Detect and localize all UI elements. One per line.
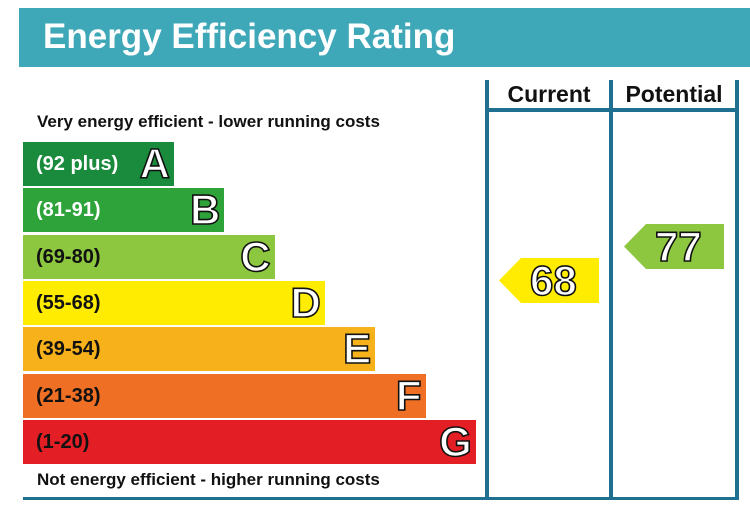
band-c-range: (69-80) bbox=[36, 245, 101, 268]
band-a-letter: A bbox=[139, 140, 171, 187]
band-d-letter: D bbox=[290, 278, 322, 326]
band-f-range: (21-38) bbox=[36, 384, 101, 407]
band-g-letter: G bbox=[438, 417, 472, 465]
header-row-divider bbox=[485, 108, 739, 112]
current-column-header: Current bbox=[507, 81, 591, 107]
band-c-letter: C bbox=[239, 232, 271, 280]
header-banner: Energy Efficiency Rating bbox=[19, 8, 750, 67]
band-b-range: (81-91) bbox=[36, 199, 101, 222]
band-d: (55-68) D bbox=[23, 278, 325, 326]
band-c: (69-80) C bbox=[23, 232, 275, 280]
potential-column-right-border bbox=[735, 80, 739, 500]
band-f-letter: F bbox=[395, 371, 422, 419]
band-b-letter: B bbox=[189, 186, 221, 234]
band-g: (1-20) G bbox=[23, 417, 476, 465]
potential-rating-arrow: 77 bbox=[624, 223, 724, 270]
top-caption: Very energy efficient - lower running co… bbox=[37, 112, 380, 131]
band-d-range: (55-68) bbox=[36, 291, 101, 314]
bottom-caption: Not energy efficient - higher running co… bbox=[37, 470, 380, 489]
current-rating-arrow: 68 bbox=[499, 257, 599, 304]
band-g-range: (1-20) bbox=[36, 430, 90, 453]
current-column-left-border bbox=[485, 80, 489, 500]
potential-rating-value: 77 bbox=[654, 223, 702, 270]
band-f: (21-38) F bbox=[23, 371, 426, 419]
band-b: (81-91) B bbox=[23, 186, 225, 234]
bottom-border bbox=[23, 497, 739, 500]
potential-column-header: Potential bbox=[625, 81, 723, 107]
current-rating-value: 68 bbox=[529, 257, 577, 304]
potential-arrow-shape bbox=[624, 224, 724, 269]
band-a: (92 plus) A bbox=[23, 140, 174, 187]
band-a-range: (92 plus) bbox=[36, 153, 119, 175]
page-title: Energy Efficiency Rating bbox=[43, 17, 456, 56]
band-e-range: (39-54) bbox=[36, 338, 101, 361]
current-arrow-shape bbox=[499, 258, 599, 303]
band-e-letter: E bbox=[342, 325, 372, 373]
column-divider bbox=[609, 80, 613, 500]
band-e: (39-54) E bbox=[23, 325, 376, 373]
